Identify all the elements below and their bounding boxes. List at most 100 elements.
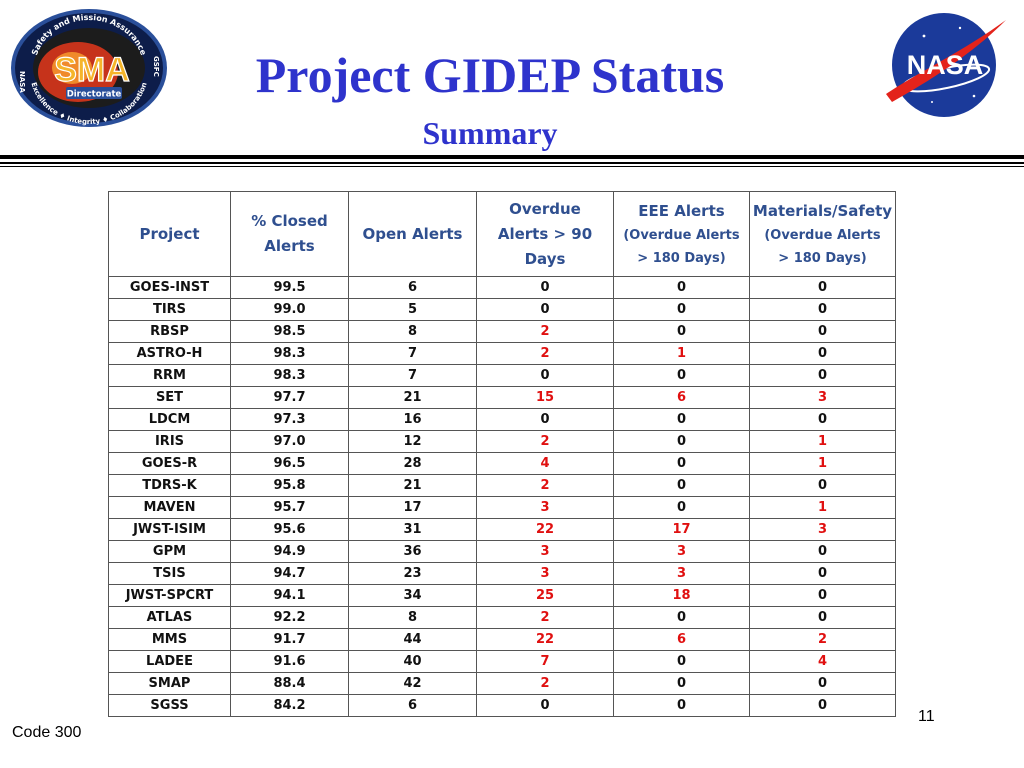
cell-materials-safety-overdue: 0 — [749, 562, 896, 585]
cell-overdue-90: 2 — [476, 320, 614, 343]
cell-open-alerts: 7 — [348, 364, 477, 387]
cell-overdue-90: 0 — [476, 276, 614, 299]
column-header-line: Days — [524, 249, 566, 268]
table-row: GPM 94.9 36 3 3 0 — [108, 540, 896, 563]
cell-open-alerts: 21 — [348, 386, 477, 409]
cell-materials-safety-overdue: 0 — [749, 320, 896, 343]
cell-eee-overdue: 0 — [613, 320, 750, 343]
column-header-line: Alerts — [264, 237, 315, 255]
cell-materials-safety-overdue: 0 — [749, 474, 896, 497]
column-header-line: (Overdue Alerts — [764, 227, 881, 243]
cell-project: LDCM — [108, 408, 231, 431]
cell-percent-closed: 92.2 — [230, 606, 349, 629]
sma-directorate-logo: Safety and Mission Assurance Excellence … — [11, 9, 167, 127]
table-row: TSIS 94.7 23 3 3 0 — [108, 562, 896, 585]
cell-project: SGSS — [108, 694, 231, 717]
table-row: MAVEN 95.7 17 3 0 1 — [108, 496, 896, 519]
cell-overdue-90: 2 — [476, 474, 614, 497]
page-number: 11 — [918, 708, 935, 725]
cell-overdue-90: 3 — [476, 562, 614, 585]
cell-open-alerts: 40 — [348, 650, 477, 673]
cell-percent-closed: 94.7 — [230, 562, 349, 585]
cell-project: TSIS — [108, 562, 231, 585]
cell-project: MAVEN — [108, 496, 231, 519]
table-header-row: Project % Closed Alerts Open Alerts Overdue A… — [108, 191, 896, 277]
cell-materials-safety-overdue: 2 — [749, 628, 896, 651]
cell-eee-overdue: 6 — [613, 628, 750, 651]
cell-project: RBSP — [108, 320, 231, 343]
cell-open-alerts: 8 — [348, 320, 477, 343]
cell-eee-overdue: 17 — [613, 518, 750, 541]
cell-eee-overdue: 0 — [613, 496, 750, 519]
footer-code: Code 300 — [12, 724, 82, 741]
cell-eee-overdue: 3 — [613, 562, 750, 585]
table-row: IRIS 97.0 12 2 0 1 — [108, 430, 896, 453]
cell-project: TIRS — [108, 298, 231, 321]
cell-percent-closed: 96.5 — [230, 452, 349, 475]
cell-eee-overdue: 0 — [613, 430, 750, 453]
column-header-line: Alerts > 90 — [497, 224, 593, 243]
cell-materials-safety-overdue: 0 — [749, 694, 896, 717]
cell-percent-closed: 97.0 — [230, 430, 349, 453]
header-divider — [0, 155, 1024, 167]
column-header-project: Project — [108, 191, 231, 277]
cell-overdue-90: 25 — [476, 584, 614, 607]
cell-materials-safety-overdue: 3 — [749, 518, 896, 541]
table-row: JWST-ISIM 95.6 31 22 17 3 — [108, 518, 896, 541]
cell-project: JWST-ISIM — [108, 518, 231, 541]
cell-project: TDRS-K — [108, 474, 231, 497]
cell-materials-safety-overdue: 0 — [749, 364, 896, 387]
cell-open-alerts: 16 — [348, 408, 477, 431]
column-header-line: % Closed — [251, 212, 328, 230]
cell-overdue-90: 2 — [476, 672, 614, 695]
column-header-line: EEE Alerts — [638, 201, 725, 220]
cell-materials-safety-overdue: 1 — [749, 496, 896, 519]
column-header-line: Overdue — [509, 199, 581, 218]
cell-open-alerts: 8 — [348, 606, 477, 629]
cell-overdue-90: 0 — [476, 408, 614, 431]
column-header-percent-closed: % Closed Alerts — [230, 191, 349, 277]
cell-project: SET — [108, 386, 231, 409]
cell-materials-safety-overdue: 0 — [749, 408, 896, 431]
cell-eee-overdue: 0 — [613, 408, 750, 431]
cell-project: RRM — [108, 364, 231, 387]
cell-open-alerts: 31 — [348, 518, 477, 541]
cell-eee-overdue: 0 — [613, 452, 750, 475]
cell-percent-closed: 95.7 — [230, 496, 349, 519]
cell-open-alerts: 5 — [348, 298, 477, 321]
nasa-logo: NASA — [886, 13, 1006, 117]
cell-project: IRIS — [108, 430, 231, 453]
cell-overdue-90: 22 — [476, 518, 614, 541]
cell-open-alerts: 6 — [348, 276, 477, 299]
cell-open-alerts: 7 — [348, 342, 477, 365]
cell-materials-safety-overdue: 0 — [749, 276, 896, 299]
table-row: TDRS-K 95.8 21 2 0 0 — [108, 474, 896, 497]
cell-overdue-90: 2 — [476, 606, 614, 629]
cell-materials-safety-overdue: 0 — [749, 298, 896, 321]
table-row: RRM 98.3 7 0 0 0 — [108, 364, 896, 387]
table-row: SMAP 88.4 42 2 0 0 — [108, 672, 896, 695]
cell-open-alerts: 44 — [348, 628, 477, 651]
cell-overdue-90: 0 — [476, 364, 614, 387]
cell-eee-overdue: 0 — [613, 650, 750, 673]
cell-materials-safety-overdue: 1 — [749, 452, 896, 475]
slide-subtitle: Summary — [422, 115, 558, 151]
cell-percent-closed: 94.1 — [230, 584, 349, 607]
cell-overdue-90: 4 — [476, 452, 614, 475]
cell-open-alerts: 34 — [348, 584, 477, 607]
cell-percent-closed: 98.3 — [230, 342, 349, 365]
cell-eee-overdue: 1 — [613, 342, 750, 365]
cell-materials-safety-overdue: 1 — [749, 430, 896, 453]
cell-percent-closed: 97.3 — [230, 408, 349, 431]
cell-eee-overdue: 0 — [613, 364, 750, 387]
cell-overdue-90: 3 — [476, 540, 614, 563]
cell-project: GOES-INST — [108, 276, 231, 299]
sma-main-text: SMA — [54, 51, 130, 89]
cell-materials-safety-overdue: 0 — [749, 606, 896, 629]
column-header-line: Materials/Safety — [752, 201, 893, 220]
nasa-logo-text: NASA — [907, 50, 984, 80]
table-row: TIRS 99.0 5 0 0 0 — [108, 298, 896, 321]
sma-right-letters: GSFC — [152, 56, 160, 77]
table-row: SET 97.7 21 15 6 3 — [108, 386, 896, 409]
cell-percent-closed: 94.9 — [230, 540, 349, 563]
